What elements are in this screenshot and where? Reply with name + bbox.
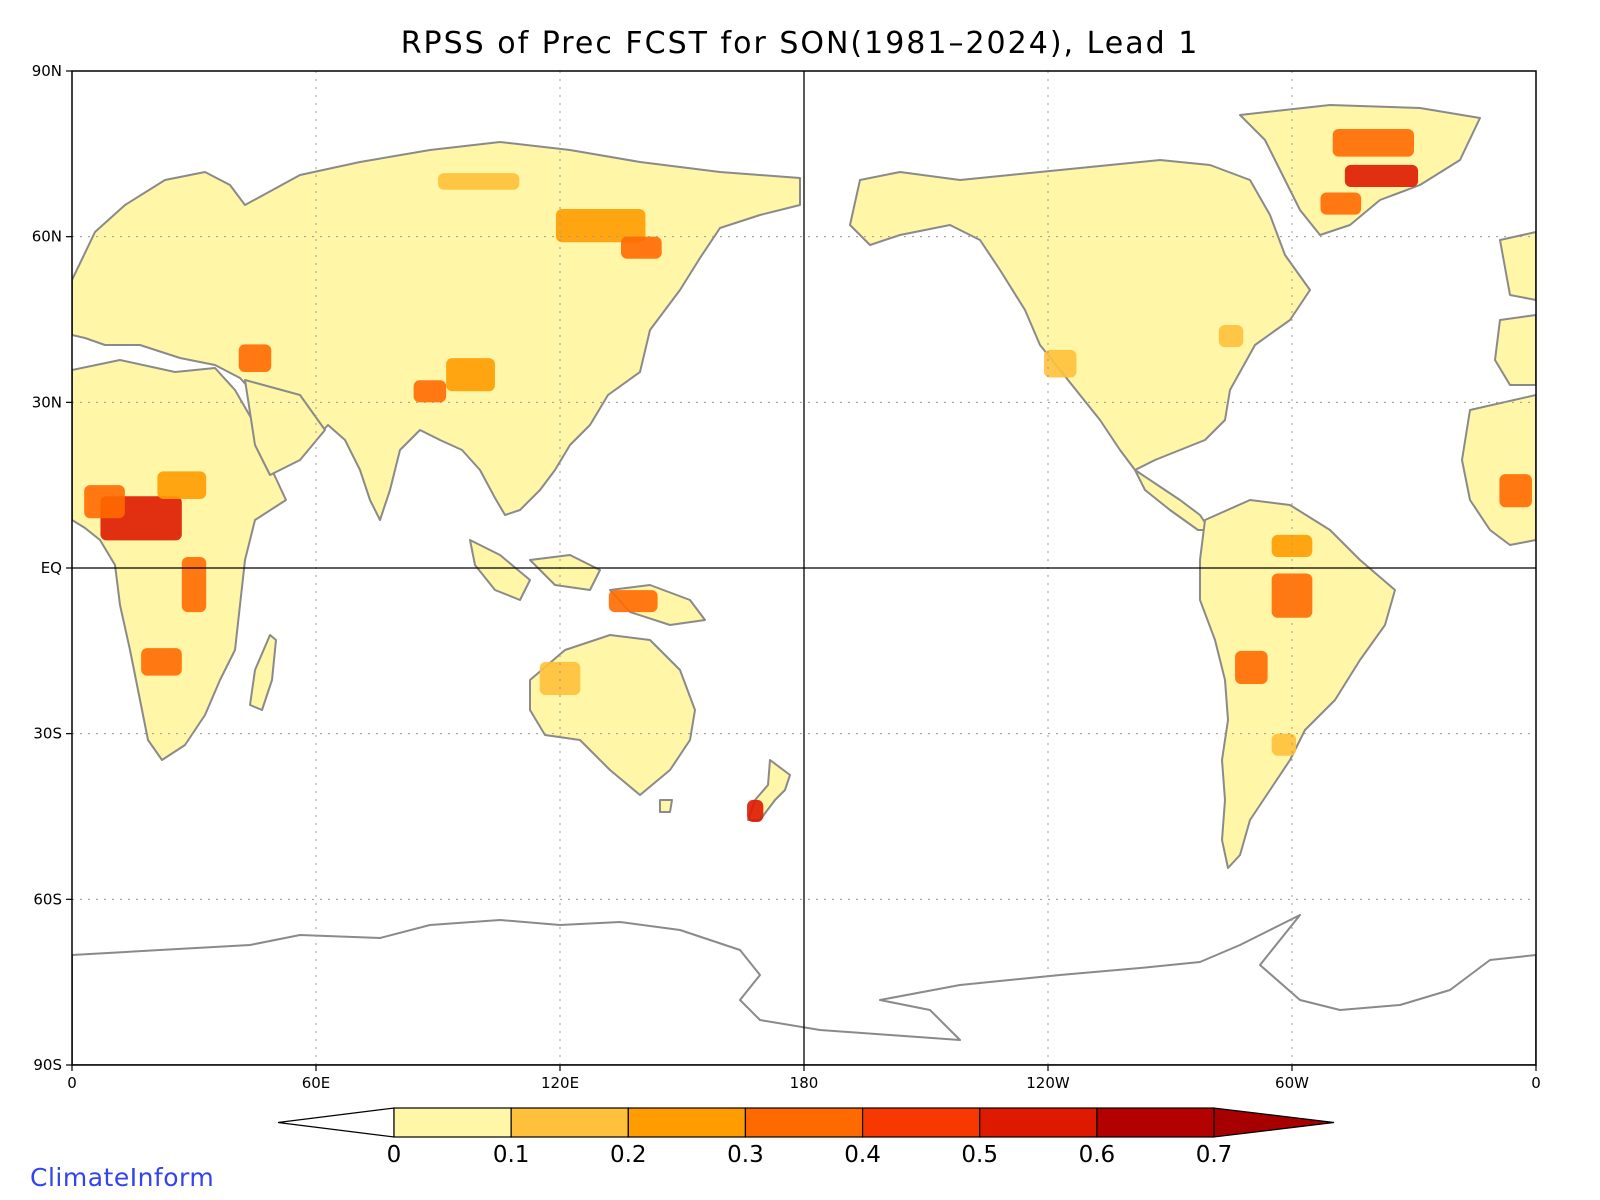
colorbar-label: 0.2 — [610, 1142, 647, 1168]
colorbar-bin — [1096, 1107, 1215, 1138]
longitude-axis: 0 60E 120E 180 120W 60W 0 — [67, 1065, 1541, 1092]
antarctica-coastline — [72, 914, 1536, 1065]
arabia-landmass — [244, 379, 326, 476]
skill-patch — [1499, 474, 1532, 508]
lat-tick-label: 30S — [33, 725, 62, 743]
lat-tick-label: 60N — [32, 228, 62, 246]
australia-landmass — [529, 634, 696, 796]
skill-patch — [1271, 733, 1297, 756]
skill-patch — [141, 648, 182, 676]
colorbar: 0 0.1 0.2 0.3 0.4 0.5 0.6 0.7 — [277, 1107, 1335, 1168]
west-africa-landmass — [1461, 394, 1536, 546]
colorbar-label: 0 — [387, 1142, 402, 1168]
skill-patch — [1332, 128, 1414, 157]
skill-patch — [621, 236, 662, 259]
skill-patch — [413, 380, 447, 403]
colorbar-bin — [744, 1107, 864, 1138]
colorbar-label: 0.3 — [727, 1142, 764, 1168]
map-title: RPSS of Prec FCST for SON(1981–2024), Le… — [400, 26, 1200, 61]
lon-tick-label: 0 — [1531, 1074, 1541, 1092]
colorbar-label: 0.1 — [493, 1142, 530, 1168]
colorbar-bin — [393, 1107, 512, 1138]
skill-patch — [747, 799, 764, 823]
skill-patch — [1320, 192, 1362, 215]
colorbar-label: 0.4 — [844, 1142, 881, 1168]
colorbar-label: 0.7 — [1196, 1142, 1233, 1168]
colorbar-below-arrow — [277, 1107, 395, 1138]
skill-patches — [84, 128, 1532, 823]
skill-patch — [608, 590, 658, 613]
lon-tick-label: 120W — [1026, 1074, 1070, 1092]
colorbar-bin — [510, 1107, 629, 1138]
maritime-continent-landmass — [469, 539, 706, 626]
skill-patch — [539, 661, 581, 696]
skill-patch — [438, 173, 520, 190]
skill-patch — [157, 471, 207, 499]
skill-patch — [1218, 325, 1244, 348]
skill-patch — [555, 209, 646, 243]
lat-tick-label: 90N — [32, 62, 62, 80]
latitude-axis: 90N 60N 30N EQ 30S 60S 90S — [32, 62, 72, 1074]
lat-tick-label: 90S — [33, 1056, 62, 1074]
north-america-landmass — [849, 159, 1311, 471]
madagascar-landmass — [249, 634, 277, 711]
africa-landmass — [72, 359, 287, 761]
lat-tick-label: EQ — [41, 559, 62, 577]
lat-tick-label: 30N — [32, 393, 62, 411]
skill-patch — [84, 485, 125, 519]
reference-lines — [72, 71, 1536, 1065]
colorbar-bin — [861, 1107, 981, 1138]
colorbar-label: 0.6 — [1079, 1142, 1116, 1168]
lon-tick-label: 120E — [541, 1074, 579, 1092]
skill-patch — [1271, 534, 1313, 557]
brand-label: ClimateInform — [30, 1163, 215, 1192]
central-america-landmass — [1134, 469, 1211, 531]
lon-tick-label: 60W — [1275, 1074, 1309, 1092]
lon-tick-label: 60E — [302, 1074, 331, 1092]
lon-tick-label: 180 — [790, 1074, 819, 1092]
skill-patch — [1271, 573, 1313, 618]
skill-patch — [446, 358, 495, 392]
skill-patch — [1235, 650, 1268, 684]
skill-patch — [1344, 164, 1419, 187]
colorbar-bin — [627, 1107, 747, 1138]
south-america-landmass — [1199, 499, 1396, 869]
colorbar-above-arrow — [1213, 1107, 1335, 1138]
skill-patch — [1043, 349, 1077, 378]
lat-tick-label: 60S — [33, 890, 62, 908]
colorbar-bin — [979, 1107, 1098, 1138]
tasmania-landmass — [659, 799, 673, 813]
skill-patch — [181, 556, 207, 613]
colorbar-label: 0.5 — [961, 1142, 998, 1168]
lon-tick-label: 0 — [67, 1074, 77, 1092]
europe-edge-landmass — [1494, 231, 1536, 386]
skill-patch — [238, 344, 272, 372]
